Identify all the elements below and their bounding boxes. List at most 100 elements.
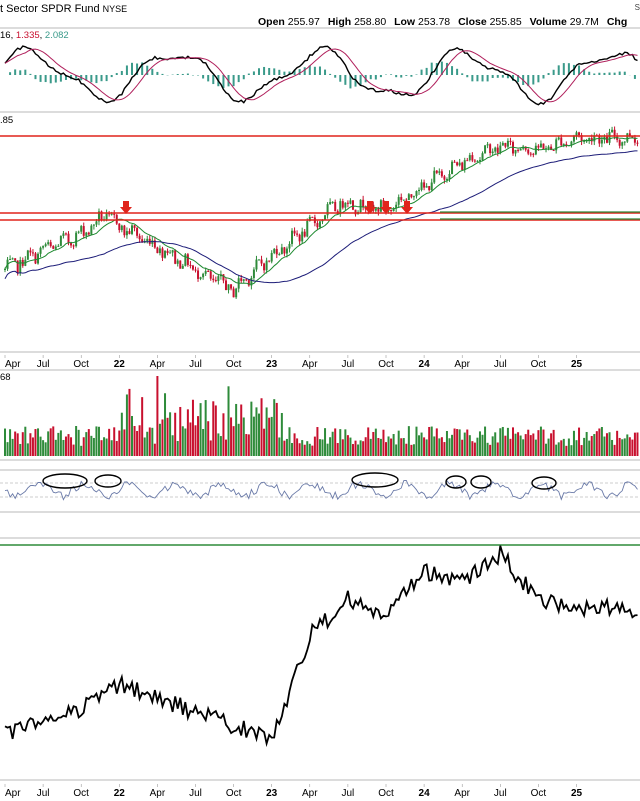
highlight-circle [94,474,122,488]
price-candle-body [285,248,288,254]
price-candle-body [100,211,103,220]
price-candle-body [504,142,507,147]
volume-bar [232,426,235,456]
exchange-label: NYSE [102,4,128,14]
macd-histogram-bar [283,71,286,75]
macd-histogram-bar [461,73,464,75]
volume-bar [174,412,177,456]
volume-bar [567,438,570,456]
volume-bar [308,443,311,456]
price-candle-body [542,143,545,150]
price-candle-body [331,201,334,203]
volume-label: Volume [529,16,567,28]
price-candle-body [29,250,32,253]
close-value: 255.85 [489,16,522,28]
volume-bar [362,441,365,456]
volume-bar [331,431,334,456]
price-candle-body [258,259,260,261]
macd-histogram-bar [324,69,327,75]
macd-histogram-bar [146,65,149,75]
price-candle-body [410,194,413,198]
down-arrow-marker [401,201,413,214]
volume-bar [235,403,238,456]
price-candle-body [453,161,456,163]
price-candle-body [379,200,382,212]
volume-bar [499,428,502,456]
volume-bar [37,428,40,456]
volume-bar [547,438,550,456]
price-candle-body [37,253,40,264]
price-candle-body [298,234,301,242]
price-candle-body [351,200,354,210]
macd-histogram-bar [339,75,342,82]
macd-line [4,45,638,106]
macd-histogram-bar [64,75,67,80]
volume-bar [438,438,441,456]
price-candle-body [428,186,431,191]
price-candle-body [572,136,575,142]
macd-histogram-bar [578,65,581,75]
volume-bar [471,441,474,456]
volume-bar [433,436,436,456]
price-candle-body [562,144,565,146]
volume-bar [461,439,464,456]
macd-histogram-bar [232,75,235,87]
x-axis-tick-label: Apr [302,788,318,799]
volume-bar [608,432,611,456]
volume-bar [390,438,393,456]
price-candle-body [478,159,481,161]
volume-bar [237,423,240,456]
volume-bar [481,434,484,456]
price-candle-body [524,146,527,150]
x-axis-tick-label: 24 [419,359,431,370]
volume-bar [339,429,342,456]
price-candle-body [512,142,514,154]
price-candle-body [235,288,238,298]
volume-bar [9,429,12,456]
volume-bar [412,444,415,456]
price-candle-body [153,240,156,248]
price-candle-body [613,129,616,137]
price-candle-body [191,265,194,270]
volume-bar [260,398,263,456]
volume-bar [143,437,146,456]
macd-histogram-bar [44,75,47,83]
volume-bar [247,434,250,456]
x-axis-tick-label: 24 [419,788,431,799]
volume-bar [72,444,75,456]
down-arrow-marker [380,201,392,214]
macd-histogram-bar [222,75,225,89]
volume-bar [555,444,558,456]
x-axis-tick-label: Jul [189,359,202,370]
volume-bar [456,429,459,456]
volume-bar [298,443,301,456]
price-legend: .85 [0,115,14,126]
price-candle-body [174,250,177,264]
volume-bar [24,426,27,456]
price-candle-body [433,170,436,183]
price-candle-body [532,153,535,155]
macd-histogram-bar [39,75,42,82]
volume-bar [313,436,316,456]
macd-histogram-bar [623,71,626,75]
volume-bar [415,426,418,456]
price-candle-body [529,153,532,155]
volume-bar [161,419,164,456]
macd-histogram-bar [359,75,362,86]
macd-histogram-bar [54,75,57,83]
volume-bar [484,426,487,456]
price-candle-body [611,129,614,133]
volume-bar [16,433,19,456]
volume-bar [468,435,471,456]
volume-bar [54,439,57,456]
price-candle-body [496,147,499,153]
volume-bar [453,428,456,456]
volume-bar [478,431,481,456]
volume-bar [227,386,230,456]
price-candle-body [341,201,344,208]
price-candle-body [194,269,197,271]
volume-bar [263,428,266,456]
price-candle-body [95,221,98,225]
volume-bar [47,431,50,456]
